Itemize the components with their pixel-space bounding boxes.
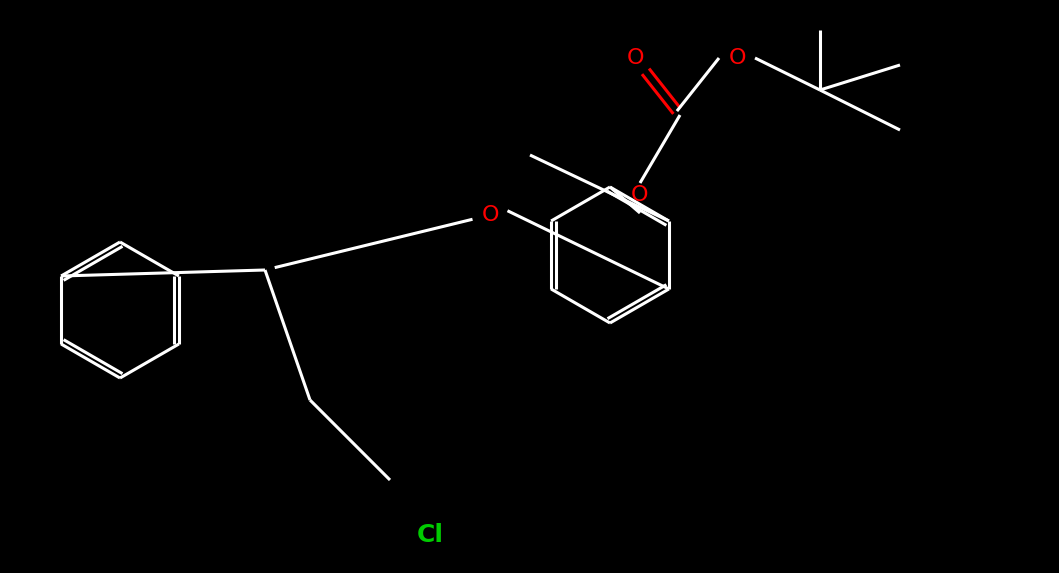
- Text: O: O: [481, 205, 499, 225]
- Text: O: O: [729, 48, 746, 68]
- Text: O: O: [626, 48, 644, 68]
- Text: Cl: Cl: [416, 523, 444, 547]
- Text: O: O: [631, 185, 649, 205]
